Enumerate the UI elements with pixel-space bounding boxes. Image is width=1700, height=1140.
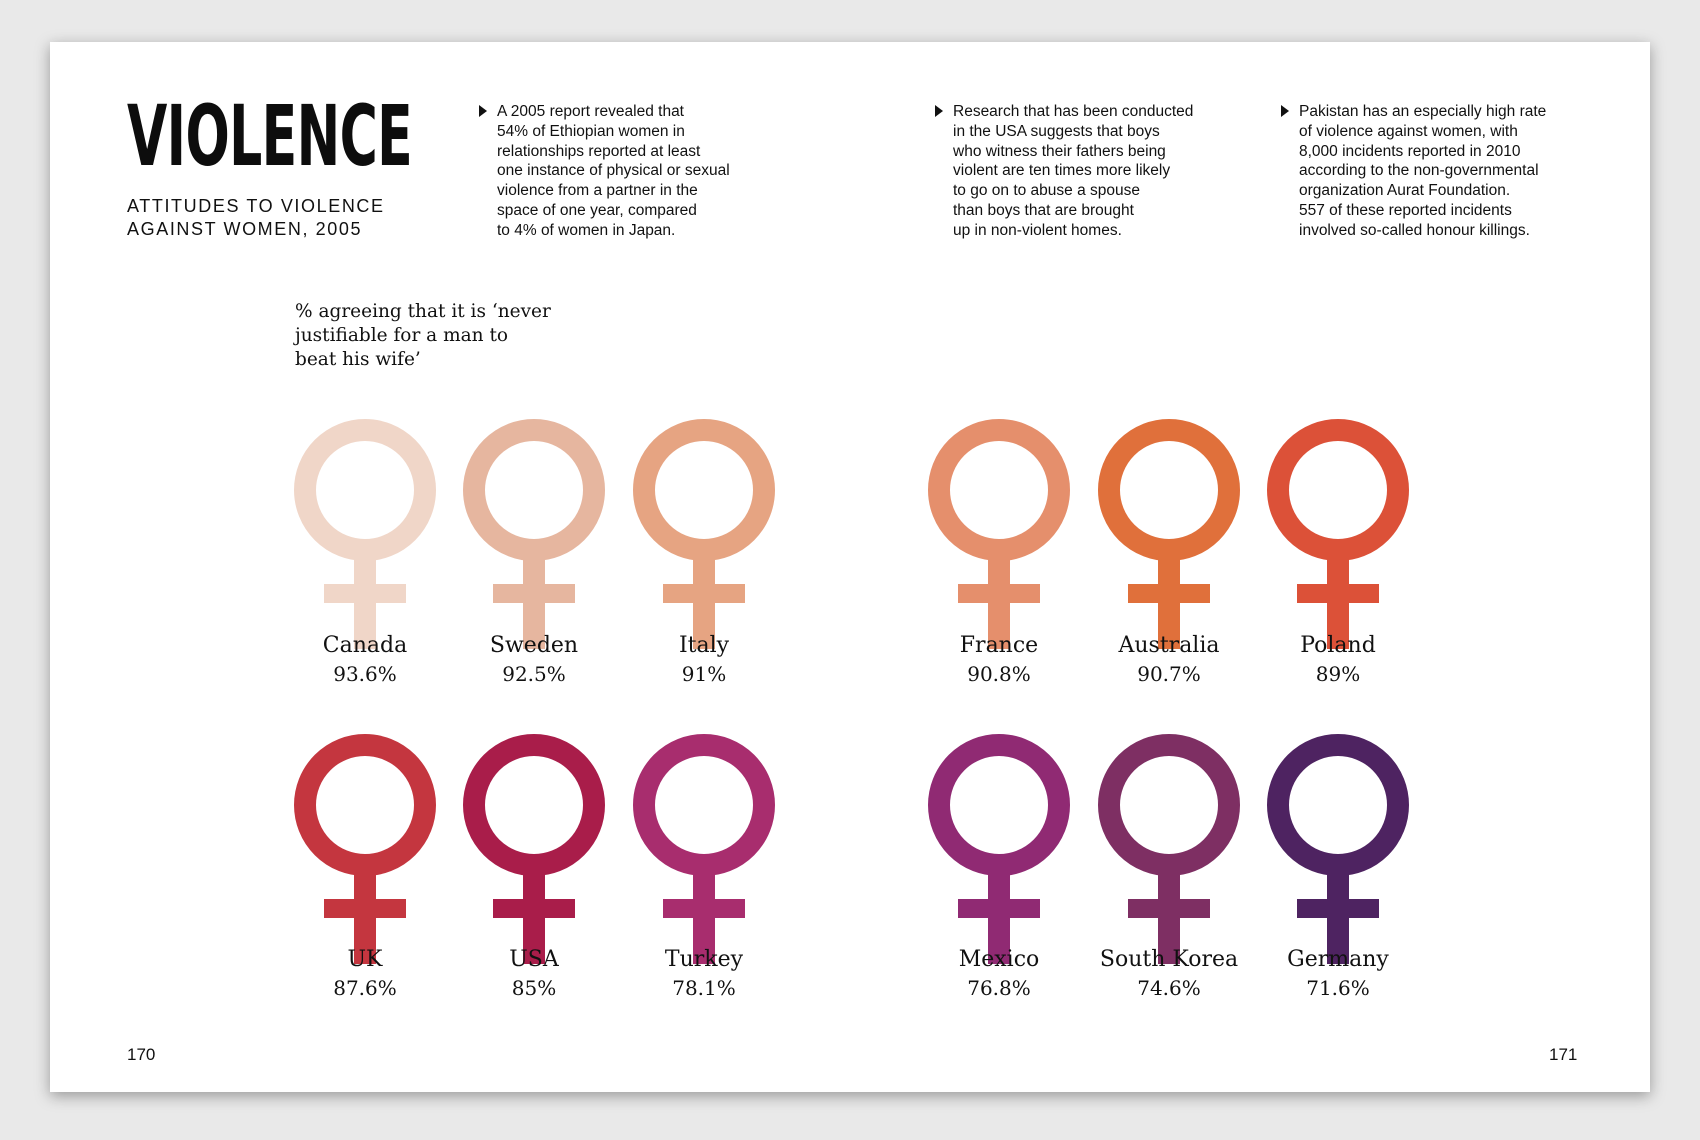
venus-ring [633, 419, 775, 561]
value-label-germany: 71.6% [1306, 976, 1370, 1000]
chart-question: % agreeing that it is ‘never justifiable… [295, 300, 615, 372]
fact-line: violence from a partner in the [497, 182, 698, 200]
venus-crossbar [493, 899, 575, 918]
country-label-italy: Italy [678, 633, 730, 658]
value-label-france: 90.8% [967, 662, 1031, 686]
fact-line: 8,000 incidents reported in 2010 [1299, 142, 1521, 160]
venus-crossbar [493, 584, 575, 603]
fact-paragraph-ethiopia: A 2005 report revealed that 54% of Ethio… [477, 102, 777, 241]
fact-line: A 2005 report revealed that [497, 103, 684, 120]
venus-crossbar [1128, 899, 1210, 918]
page-title: VIOLENCE [127, 87, 413, 185]
fact-line: involved so-called honour killings. [1299, 221, 1530, 239]
country-label-usa: USA [509, 947, 559, 972]
venus-symbol-icon-poland [1267, 419, 1409, 649]
fact-line: space of one year, compared [497, 201, 697, 219]
fact-line: to go on to abuse a spouse [953, 182, 1141, 200]
page-number-left: 170 [127, 1045, 156, 1064]
country-label-mexico: Mexico [958, 947, 1040, 972]
value-label-usa: 85% [511, 976, 557, 1000]
country-label-south-korea: South Korea [1099, 947, 1239, 972]
venus-ring [463, 419, 605, 561]
venus-symbol-icon-mexico [928, 734, 1070, 964]
book-spread: VIOLENCE ATTITUDES TO VIOLENCE AGAINST W… [50, 42, 1650, 1092]
fact-line: 54% of Ethiopian women in [497, 122, 685, 140]
venus-ring [294, 734, 436, 876]
venus-ring [1267, 734, 1409, 876]
venus-symbol-icon-uk [294, 734, 436, 964]
subtitle-line: AGAINST WOMEN, 2005 [127, 219, 363, 239]
venus-ring [928, 419, 1070, 561]
venus-symbol-icon-south-korea [1098, 734, 1240, 964]
country-label-turkey: Turkey [664, 947, 744, 972]
venus-symbol-icon-australia [1098, 419, 1240, 649]
venus-ring [633, 734, 775, 876]
fact-line: who witness their fathers being [953, 142, 1166, 160]
venus-symbol-icon-usa [463, 734, 605, 964]
fact-line: violent are ten times more likely [953, 162, 1171, 180]
triangle-bullet-icon [479, 105, 487, 117]
venus-ring [1098, 734, 1240, 876]
fact-paragraph-pakistan: Pakistan has an especially high rate of … [1279, 102, 1579, 241]
fact-line: than boys that are brought [953, 201, 1134, 219]
venus-crossbar [1297, 584, 1379, 603]
question-line: beat his wife’ [295, 349, 421, 370]
value-label-south-korea: 74.6% [1137, 976, 1201, 1000]
page-number-right: 171 [1549, 1045, 1578, 1064]
value-label-italy: 91% [681, 662, 727, 686]
question-line: justifiable for a man to [295, 325, 509, 346]
country-label-germany: Germany [1287, 947, 1389, 972]
country-label-australia: Australia [1118, 633, 1220, 658]
venus-symbol-icon-italy [633, 419, 775, 649]
country-label-uk: UK [347, 947, 383, 972]
venus-crossbar [1297, 899, 1379, 918]
fact-line: of violence against women, with [1299, 122, 1518, 140]
value-label-mexico: 76.8% [967, 976, 1031, 1000]
page-subtitle: ATTITUDES TO VIOLENCE AGAINST WOMEN, 200… [127, 195, 385, 241]
fact-line: up in non-violent homes. [953, 221, 1122, 239]
fact-line: one instance of physical or sexual [497, 162, 730, 180]
country-label-sweden: Sweden [489, 633, 579, 658]
venus-crossbar [958, 899, 1040, 918]
value-label-uk: 87.6% [333, 976, 397, 1000]
venus-ring [463, 734, 605, 876]
fact-line: relationships reported at least [497, 142, 701, 160]
fact-line: organization Aurat Foundation. [1299, 182, 1511, 200]
venus-ring [294, 419, 436, 561]
venus-crossbar [663, 899, 745, 918]
country-label-france: France [959, 633, 1039, 658]
value-label-turkey: 78.1% [672, 976, 736, 1000]
fact-line: in the USA suggests that boys [953, 122, 1160, 140]
venus-crossbar [1128, 584, 1210, 603]
value-label-canada: 93.6% [333, 662, 397, 686]
fact-line: Pakistan has an especially high rate [1299, 103, 1547, 120]
value-label-sweden: 92.5% [502, 662, 566, 686]
subtitle-line: ATTITUDES TO VIOLENCE [127, 196, 385, 216]
venus-crossbar [324, 899, 406, 918]
venus-symbol-icon-france [928, 419, 1070, 649]
venus-crossbar [663, 584, 745, 603]
fact-paragraph-usa: Research that has been conducted in the … [933, 102, 1233, 241]
fact-line: Research that has been conducted [953, 103, 1194, 120]
question-line: % agreeing that it is ‘never [295, 301, 551, 322]
venus-symbol-icon-canada [294, 419, 436, 649]
country-label-canada: Canada [322, 633, 408, 658]
fact-line: according to the non-governmental [1299, 162, 1539, 180]
venus-ring [1267, 419, 1409, 561]
venus-ring [1098, 419, 1240, 561]
value-label-australia: 90.7% [1137, 662, 1201, 686]
triangle-bullet-icon [935, 105, 943, 117]
value-label-poland: 89% [1315, 662, 1361, 686]
venus-symbol-icon-turkey [633, 734, 775, 964]
fact-line: to 4% of women in Japan. [497, 221, 676, 239]
venus-symbol-icon-sweden [463, 419, 605, 649]
venus-crossbar [324, 584, 406, 603]
venus-ring [928, 734, 1070, 876]
venus-symbol-icon-germany [1267, 734, 1409, 964]
country-label-poland: Poland [1300, 633, 1376, 658]
triangle-bullet-icon [1281, 105, 1289, 117]
venus-crossbar [958, 584, 1040, 603]
fact-line: 557 of these reported incidents [1299, 201, 1512, 219]
